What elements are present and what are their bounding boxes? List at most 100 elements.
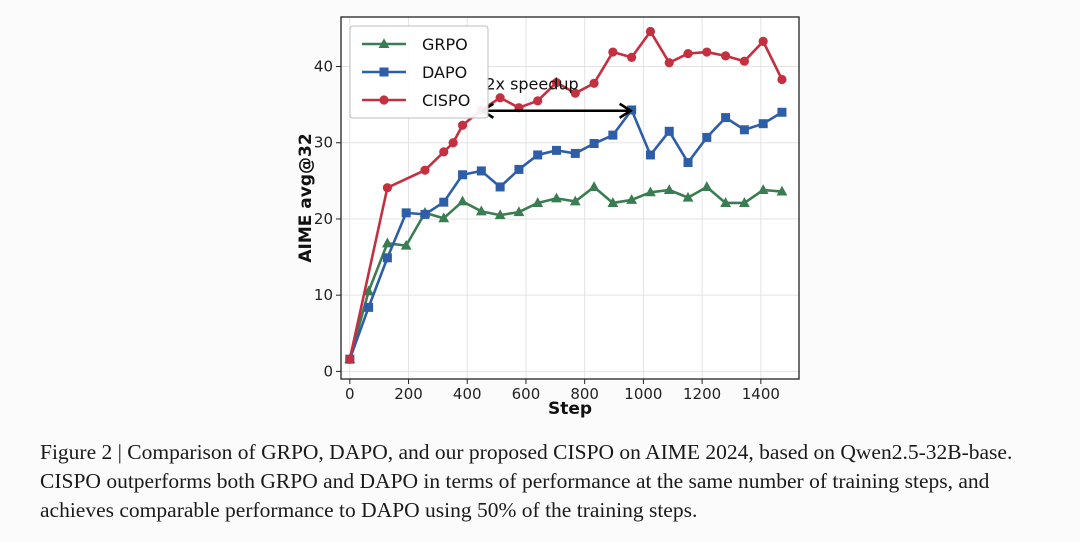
data-point-cispo: [382, 183, 392, 193]
data-point-cispo: [551, 77, 562, 88]
data-point-cispo: [645, 26, 656, 37]
data-point-dapo: [608, 130, 618, 140]
plot-frame: [340, 16, 800, 380]
y-tick-label: 20: [314, 210, 333, 228]
data-point-grpo: [494, 209, 506, 220]
legend-box: [349, 25, 489, 119]
data-point-cispo: [608, 47, 618, 57]
data-point-grpo: [682, 191, 694, 202]
data-point-grpo: [438, 212, 450, 223]
data-point-grpo: [720, 197, 732, 207]
x-tick-label: 400: [453, 385, 482, 403]
data-point-dapo: [420, 209, 430, 219]
data-point-grpo: [645, 186, 656, 197]
data-point-grpo: [457, 195, 468, 206]
legend-label: CISPO: [422, 91, 470, 110]
x-tick-label: 1400: [742, 385, 780, 403]
x-tick-label: 1000: [624, 385, 662, 403]
y-tick-label: 0: [323, 362, 333, 380]
data-point-grpo: [475, 205, 487, 216]
data-point-grpo: [626, 194, 638, 204]
data-point-cispo: [570, 88, 580, 98]
legend-label: GRPO: [422, 35, 468, 54]
data-point-dapo: [570, 148, 580, 158]
data-point-cispo: [420, 165, 430, 175]
data-point-cispo: [721, 51, 731, 61]
series-cispo: [345, 26, 787, 364]
y-tick-label: 30: [314, 134, 333, 152]
data-point-grpo: [400, 239, 412, 250]
data-point-dapo: [645, 150, 655, 160]
legend-swatch-marker: [379, 67, 389, 77]
x-axis-label: Step: [548, 399, 592, 419]
data-point-grpo: [738, 197, 750, 207]
data-point-dapo: [777, 107, 787, 117]
legend: GRPO DAPO CISPO: [349, 25, 489, 119]
legend-entry-cispo: CISPO: [362, 91, 470, 110]
data-point-grpo: [569, 195, 581, 206]
data-point-grpo: [757, 184, 769, 194]
data-point-grpo: [701, 181, 713, 191]
legend-swatch-marker: [378, 38, 390, 48]
data-point-dapo: [364, 302, 374, 312]
data-point-cispo: [702, 47, 712, 57]
data-point-cispo: [345, 354, 355, 364]
data-point-dapo: [382, 253, 392, 263]
data-point-grpo: [513, 206, 525, 217]
line-chart: 0 200 400 600 800 1000 1200 1400 0 10 20 30 40 2x sp…: [296, 16, 800, 419]
data-point-cispo: [457, 120, 468, 130]
data-point-dapo: [739, 125, 749, 135]
data-point-dapo: [702, 132, 712, 142]
data-point-dapo: [551, 145, 561, 155]
data-point-grpo: [381, 237, 393, 248]
data-point-grpo: [663, 184, 675, 194]
data-point-dapo: [683, 158, 693, 168]
figure-caption: Figure 2 | Comparison of GRPO, DAPO, and…: [40, 440, 1013, 522]
data-point-dapo: [514, 164, 524, 174]
data-point-dapo: [533, 150, 543, 160]
data-point-grpo: [532, 197, 544, 207]
annotations: 2x speedup: [479, 75, 634, 119]
data-point-cispo: [439, 147, 449, 157]
series-lines: [344, 26, 788, 364]
data-point-dapo: [721, 113, 731, 123]
data-point-dapo: [401, 208, 411, 218]
x-tick-label: 600: [512, 385, 541, 403]
x-tick-label: 1200: [683, 385, 721, 403]
arrow-head-right: [618, 102, 634, 119]
legend-label: DAPO: [422, 63, 467, 82]
data-point-dapo: [758, 119, 768, 129]
x-tick-label: 200: [394, 385, 423, 403]
data-point-grpo: [776, 185, 788, 196]
data-point-dapo: [589, 139, 599, 149]
data-point-grpo: [607, 197, 619, 207]
data-point-cispo: [739, 56, 749, 66]
data-point-dapo: [458, 170, 468, 180]
data-point-dapo: [664, 126, 674, 136]
data-point-cispo: [664, 58, 674, 68]
data-point-cispo: [589, 78, 599, 88]
data-point-cispo: [533, 96, 543, 106]
y-tick-label: 40: [314, 58, 333, 76]
data-point-cispo: [683, 48, 693, 59]
data-point-dapo: [439, 197, 449, 207]
y-axis-label: AIME avg@32: [296, 133, 316, 262]
data-point-dapo: [495, 182, 505, 192]
data-point-grpo: [551, 192, 562, 203]
legend-entry-dapo: DAPO: [362, 63, 467, 82]
axes: 0 200 400 600 800 1000 1200 1400 0 10 20 30 40: [314, 58, 780, 403]
data-point-grpo: [588, 181, 600, 191]
data-point-dapo: [476, 166, 486, 176]
x-tick-label: 0: [345, 385, 355, 403]
data-point-cispo: [627, 52, 637, 62]
legend-entry-grpo: GRPO: [362, 35, 468, 54]
x-tick-label: 800: [570, 385, 599, 403]
data-point-grpo: [363, 285, 374, 296]
legend-swatch-marker: [379, 95, 389, 105]
data-point-cispo: [777, 74, 787, 85]
speedup-annotation: 2x speedup: [479, 75, 634, 119]
data-point-cispo: [495, 93, 505, 103]
y-tick-label: 10: [314, 286, 333, 304]
data-point-cispo: [758, 36, 768, 46]
speedup-label: 2x speedup: [485, 75, 578, 94]
